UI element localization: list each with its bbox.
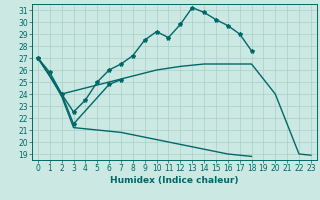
X-axis label: Humidex (Indice chaleur): Humidex (Indice chaleur) bbox=[110, 176, 239, 185]
